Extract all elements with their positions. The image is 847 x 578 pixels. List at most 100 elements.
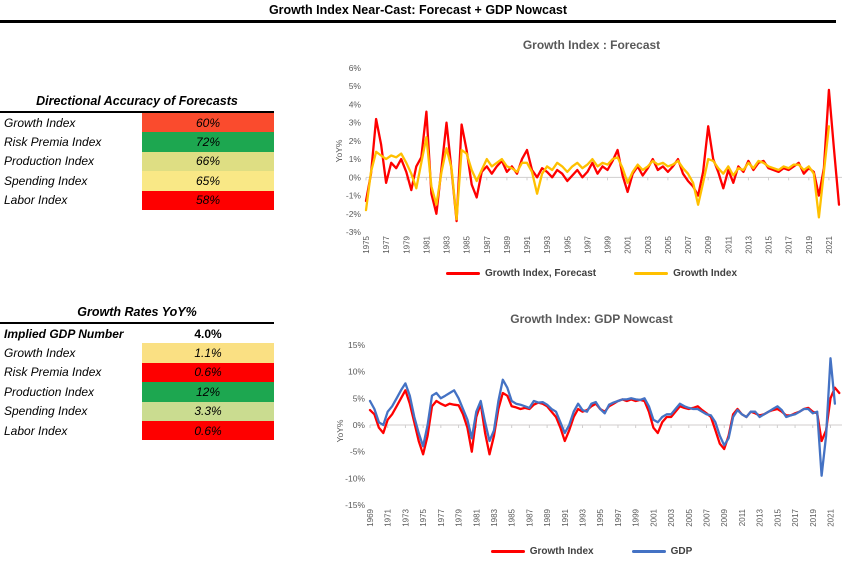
row-value-cell[interactable]: 58% <box>142 190 274 210</box>
x-tick-label: 2019 <box>809 508 818 526</box>
legend-label: Growth Index, Forecast <box>484 268 597 279</box>
x-tick-label: 2015 <box>773 508 782 526</box>
x-tick-label: 1991 <box>523 235 532 253</box>
row-label[interactable]: Risk Premia Index <box>4 365 102 380</box>
row-value-cell[interactable]: 65% <box>142 171 274 191</box>
row-label[interactable]: Labor Index <box>4 423 68 438</box>
x-tick-label: 2009 <box>704 235 713 253</box>
legend-item[interactable]: Growth Index <box>490 546 594 557</box>
x-tick-label: 1999 <box>604 235 613 253</box>
x-tick-label: 1989 <box>543 508 552 526</box>
chart-plot-area[interactable]: 15% 10% 5% 0% -5% -10% -15%1969 1971 1973 1975 197… <box>336 338 847 540</box>
row-label[interactable]: Spending Index <box>4 404 88 419</box>
x-tick-label: 1983 <box>490 508 499 526</box>
x-tick-label: 2017 <box>791 508 800 526</box>
gdp-nowcast-chart[interactable]: Growth Index: GDP Nowcast YoY% 15% 10% 5% 0… <box>335 308 847 572</box>
series-line[interactable] <box>368 357 837 477</box>
row-value-cell[interactable]: 0.6% <box>142 362 274 383</box>
chart-title: Growth Index : Forecast <box>522 38 661 52</box>
x-tick-label: 1975 <box>419 508 428 526</box>
table-row: Production Index 12% <box>0 382 274 402</box>
y-tick-label: 1% <box>349 154 362 164</box>
legend-label: Growth Index <box>673 268 738 279</box>
x-tick-label: 2005 <box>685 508 694 526</box>
chart-plot-area[interactable]: 6% 5% 4% 3% 2% 1% 0% -1% -2% -3%1975 1977 1979 1981 1… <box>336 60 847 266</box>
table-row: Risk Premia Index 0.6% <box>0 362 274 383</box>
x-tick-label: 2007 <box>684 235 693 253</box>
x-tick-label: 2021 <box>826 508 835 526</box>
legend-line-swatch <box>634 271 669 276</box>
x-tick-label: 1983 <box>443 235 452 253</box>
x-tick-label: 2017 <box>785 235 794 253</box>
page-title: Growth Index Near-Cast: Forecast + GDP N… <box>268 3 568 17</box>
x-tick-label: 2015 <box>765 235 774 253</box>
x-tick-label: 2019 <box>805 235 814 253</box>
row-label[interactable]: Spending Index <box>4 173 88 188</box>
y-tick-label: 5% <box>349 81 362 91</box>
x-tick-label: 2011 <box>738 508 747 526</box>
x-tick-label: 1995 <box>596 508 605 526</box>
x-tick-label: 2021 <box>825 235 834 253</box>
table-row: Spending Index 3.3% <box>0 401 274 421</box>
legend-item[interactable]: GDP <box>631 546 692 557</box>
x-tick-label: 1987 <box>483 235 492 253</box>
x-tick-label: 2003 <box>667 508 676 526</box>
row-label[interactable]: Implied GDP Number <box>4 326 124 341</box>
table-row: Risk Premia Index 72% <box>0 132 274 152</box>
legend-item[interactable]: Growth Index, Forecast <box>445 268 597 279</box>
x-tick-label: 2003 <box>644 235 653 253</box>
row-value-cell[interactable]: 60% <box>142 113 274 133</box>
y-tick-label: -3% <box>346 227 362 237</box>
y-tick-label: -10% <box>345 473 365 483</box>
table-row: Production Index 66% <box>0 151 274 172</box>
x-tick-label: 1993 <box>579 508 588 526</box>
title-underline <box>0 20 836 23</box>
y-tick-label: 5% <box>353 393 366 403</box>
y-tick-label: 15% <box>348 340 365 350</box>
y-tick-label: 10% <box>348 367 365 377</box>
growth-rates-table-title: Growth Rates YoY% <box>0 305 274 324</box>
chart-legend: Growth Index, Forecast Growth Index <box>336 268 847 279</box>
chart-title: Growth Index: GDP Nowcast <box>510 312 673 326</box>
y-tick-label: 4% <box>349 99 362 109</box>
growth-rates-table: Growth Rates YoY% Implied GDP Number 4.0… <box>0 305 274 441</box>
table-row-implied-gdp: Implied GDP Number 4.0% <box>0 324 274 343</box>
legend-line-swatch <box>490 549 525 554</box>
x-tick-label: 1999 <box>632 508 641 526</box>
row-value-cell[interactable]: 0.6% <box>142 420 274 441</box>
x-tick-label: 2013 <box>756 508 765 526</box>
x-tick-label: 1981 <box>472 508 481 526</box>
row-value-cell[interactable]: 3.3% <box>142 401 274 421</box>
row-value-cell[interactable]: 12% <box>142 382 274 402</box>
row-value-cell[interactable]: 1.1% <box>142 343 274 363</box>
y-tick-label: 3% <box>349 118 362 128</box>
y-tick-label: -5% <box>350 447 366 457</box>
forecast-chart[interactable]: Growth Index : Forecast YoY% 6% 5% 4% 3% 2% 1… <box>334 34 847 294</box>
x-tick-label: 1997 <box>583 235 592 253</box>
x-tick-label: 1981 <box>422 235 431 253</box>
row-value-cell[interactable]: 72% <box>142 132 274 152</box>
row-label[interactable]: Risk Premia Index <box>4 135 102 150</box>
table-row: Growth Index 60% <box>0 113 274 133</box>
row-value-cell[interactable]: 4.0% <box>194 326 222 341</box>
x-tick-label: 1977 <box>437 508 446 526</box>
x-tick-label: 1995 <box>563 235 572 253</box>
row-label[interactable]: Growth Index <box>4 115 76 130</box>
row-label[interactable]: Labor Index <box>4 193 68 208</box>
row-label[interactable]: Production Index <box>4 384 95 399</box>
x-tick-label: 1991 <box>561 508 570 526</box>
table-row: Growth Index 1.1% <box>0 343 274 363</box>
x-tick-label: 2005 <box>664 235 673 253</box>
x-tick-label: 2009 <box>720 508 729 526</box>
row-value-cell[interactable]: 66% <box>142 151 274 172</box>
x-tick-label: 1969 <box>366 508 375 526</box>
row-label[interactable]: Production Index <box>4 154 95 169</box>
x-tick-label: 2013 <box>744 235 753 253</box>
legend-item[interactable]: Growth Index <box>634 268 737 279</box>
y-tick-label: -2% <box>346 209 362 219</box>
chart-legend: Growth Index GDP <box>336 546 847 557</box>
accuracy-table: Directional Accuracy of Forecasts Growth… <box>0 94 274 210</box>
series-line[interactable] <box>364 125 831 221</box>
row-label[interactable]: Growth Index <box>4 346 76 361</box>
legend-line-swatch <box>445 271 480 276</box>
